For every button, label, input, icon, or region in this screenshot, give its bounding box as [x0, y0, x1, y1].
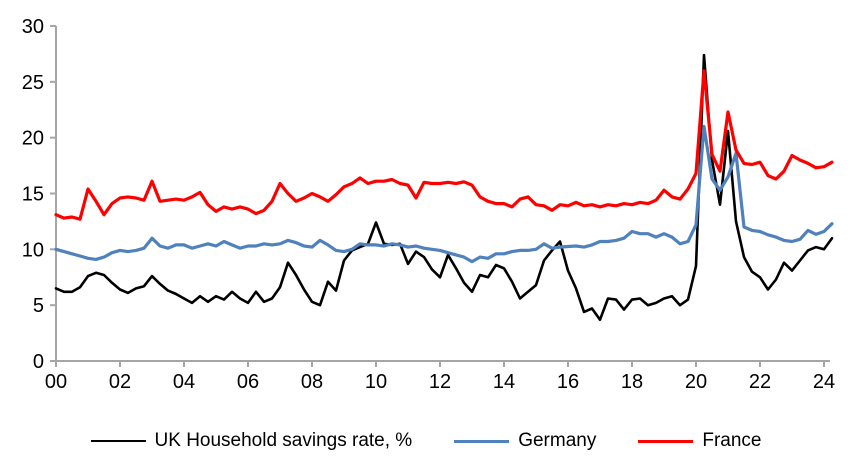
y-tick-label: 15	[22, 184, 44, 206]
x-tick-label: 00	[45, 371, 67, 393]
x-tick-label: 14	[493, 371, 515, 393]
series-line-germany	[54, 124, 834, 264]
x-tick-label: 06	[237, 371, 259, 393]
y-tick-label: 5	[33, 295, 44, 317]
legend-item-uk-household-savings-rate: UK Household savings rate, %	[90, 430, 413, 452]
series-line-france	[54, 69, 834, 221]
y-tick-label: 30	[22, 16, 44, 38]
y-tick-label: 25	[22, 72, 44, 94]
chart-legend: UK Household savings rate, % Germany Franc…	[0, 430, 852, 452]
x-tick-label: 20	[685, 371, 707, 393]
legend-line-icon	[638, 439, 694, 443]
legend-line-icon	[454, 439, 510, 443]
x-tick-label: 08	[301, 371, 323, 393]
x-tick-label: 18	[621, 371, 643, 393]
x-tick-label: 02	[109, 371, 131, 393]
x-tick-label: 04	[173, 371, 195, 393]
legend-item-france: France	[638, 430, 761, 452]
legend-label: Germany	[518, 430, 597, 451]
x-tick-label: 24	[813, 371, 835, 393]
x-tick-label: 10	[365, 371, 387, 393]
x-tick-label: 12	[429, 371, 451, 393]
legend-item-germany: Germany	[454, 430, 596, 452]
y-tick-label: 0	[33, 351, 44, 373]
legend-label: UK Household savings rate, %	[154, 430, 413, 451]
x-tick-label: 16	[557, 371, 579, 393]
y-tick-label: 20	[22, 128, 44, 150]
y-tick-label: 10	[22, 239, 44, 261]
legend-line-icon	[90, 440, 146, 442]
x-tick-label: 22	[749, 371, 771, 393]
legend-label: France	[702, 430, 762, 451]
series-line-uk-household-savings-rate	[54, 53, 834, 322]
